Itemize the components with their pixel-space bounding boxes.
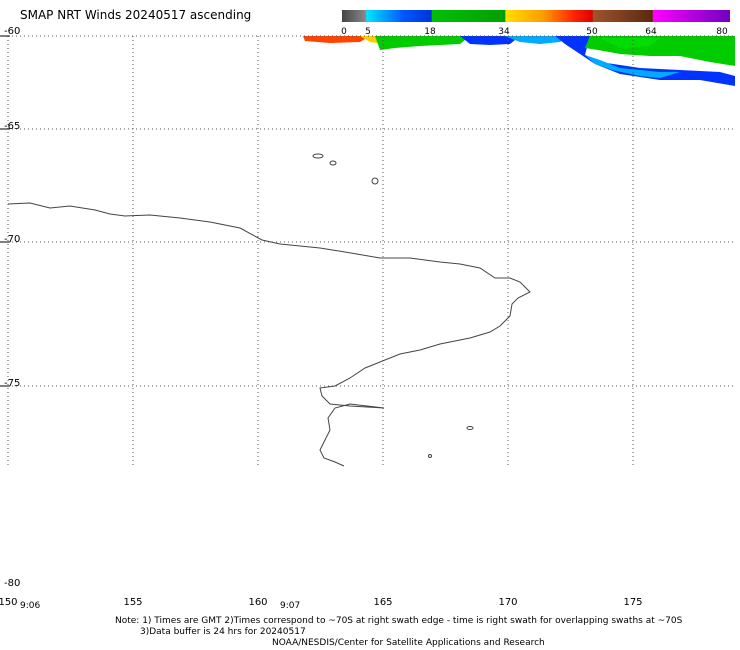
lon-label: 165: [373, 597, 393, 608]
colorbar-tick: 0: [341, 27, 347, 37]
lon-label: 160: [248, 597, 268, 608]
swath-time-label: 9:07: [280, 601, 301, 611]
colorbar-gradient: [342, 10, 730, 22]
colorbar-tick: 18: [424, 27, 436, 37]
colorbar-tick: 34: [498, 27, 510, 37]
lat-label: -75: [4, 378, 21, 389]
colorbar-tick: 64: [645, 27, 657, 37]
colorbar-tick: 50: [586, 27, 598, 37]
lon-label: 150: [0, 597, 18, 608]
lat-ticks: [0, 35, 10, 387]
note-line: Note: 1) Times are GMT 2)Times correspon…: [115, 616, 683, 626]
map-title: SMAP NRT Winds 20240517 ascending: [20, 8, 252, 22]
lat-label: -70: [4, 234, 21, 245]
lon-label: 155: [123, 597, 143, 608]
lon-label: 175: [623, 597, 643, 608]
lat-label: -80: [4, 578, 21, 589]
credit-line: NOAA/NESDIS/Center for Satellite Applica…: [272, 638, 545, 648]
swath-time-label: 9:06: [20, 601, 41, 611]
colorbar-tick: 80: [716, 27, 728, 37]
wind-map: [0, 35, 735, 467]
lat-label: -60: [4, 26, 21, 37]
wind-swath: [303, 36, 735, 86]
coastline: [7, 153, 531, 467]
graticule: [7, 35, 735, 465]
colorbar-tick: 5: [365, 27, 371, 37]
lon-label: 170: [498, 597, 518, 608]
wind-speed-colorbar: 0 5 18 34 50 64 80: [341, 7, 730, 37]
lat-label: -65: [4, 121, 21, 132]
note-line: 3)Data buffer is 24 hrs for 20240517: [140, 627, 306, 637]
